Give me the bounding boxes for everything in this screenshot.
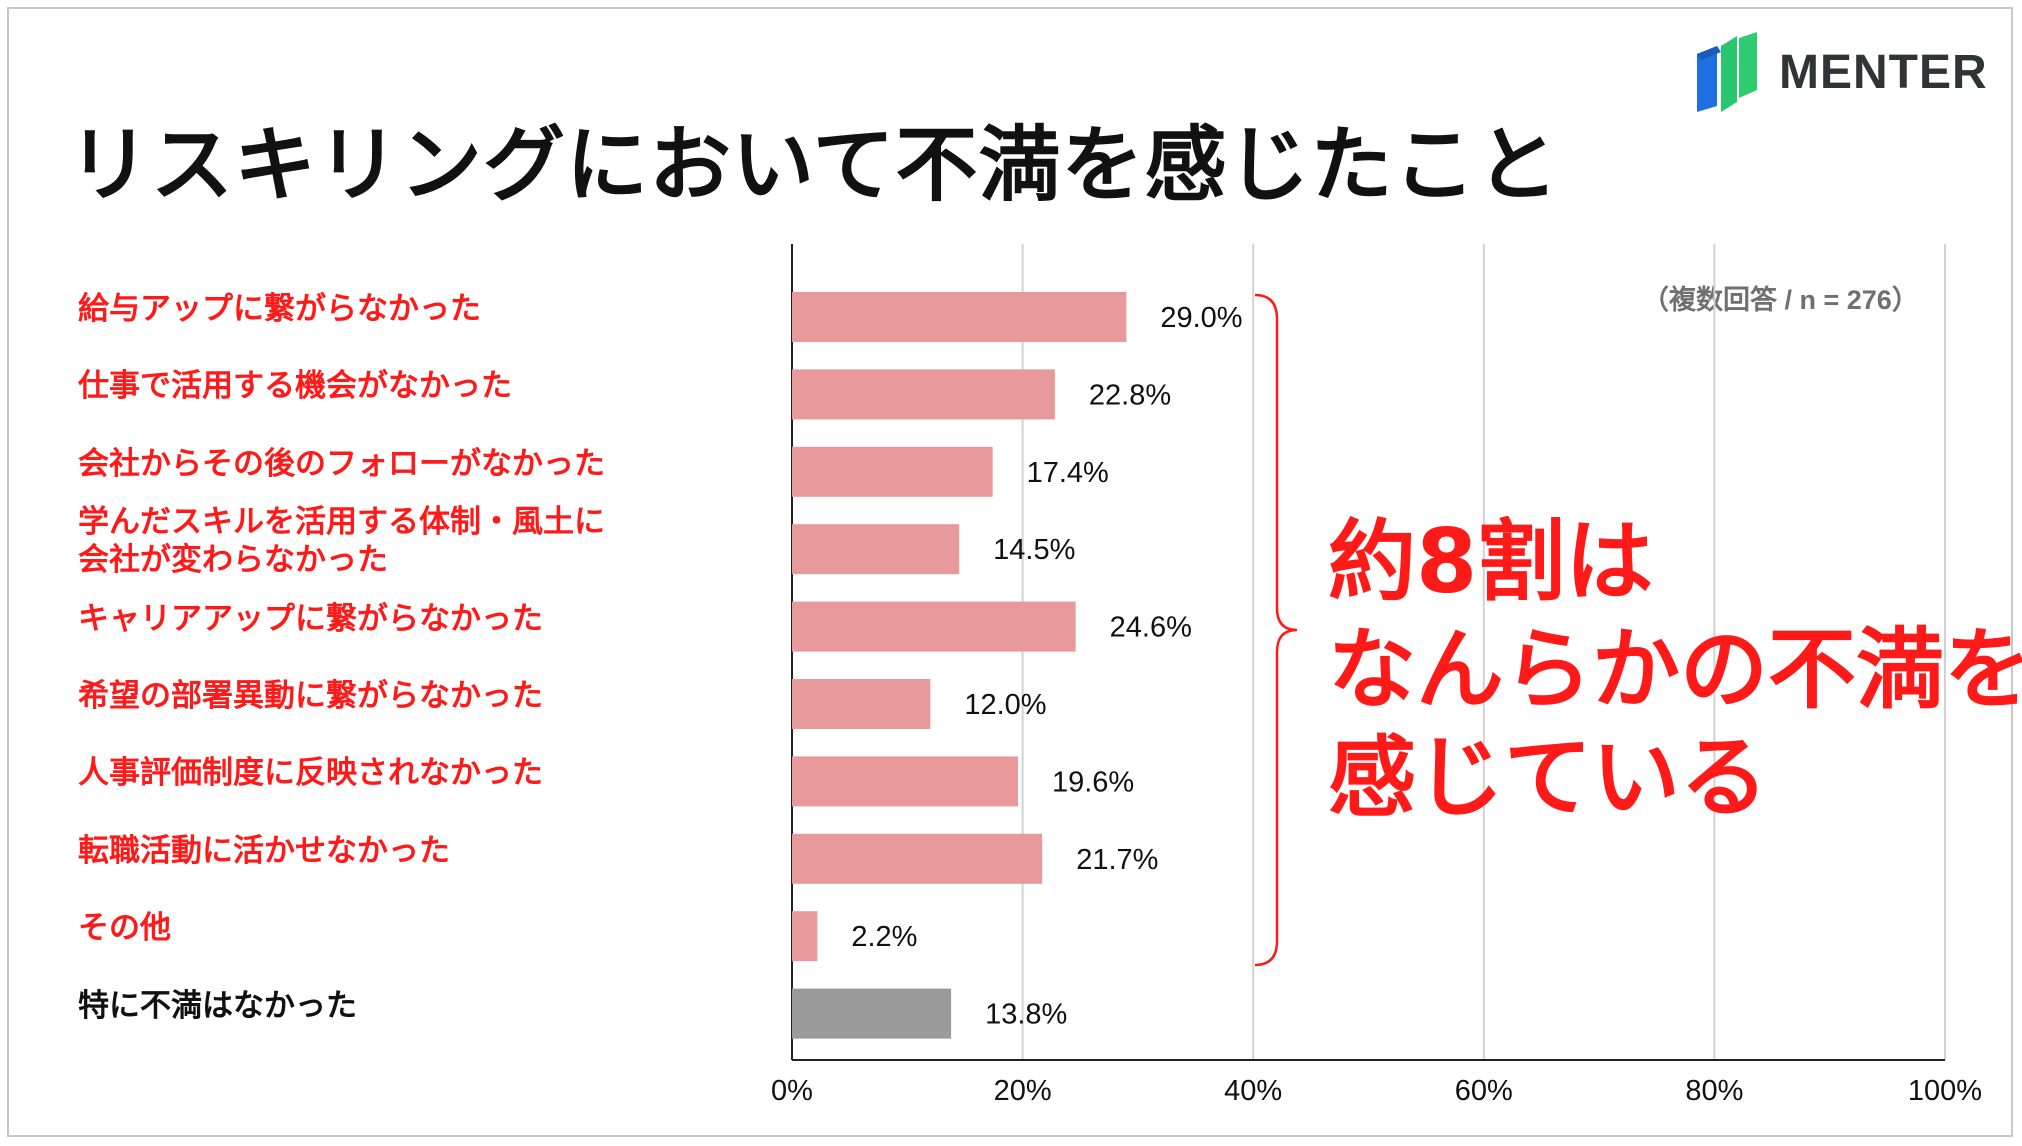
callout-line: なんらかの不満を — [1328, 618, 2022, 721]
callout-text: 約8割は なんらかの不満を 感じている — [1328, 508, 2022, 832]
category-label: 特に不満はなかった — [78, 987, 357, 1025]
x-tick-label: 60% — [1455, 1075, 1513, 1107]
bar — [792, 446, 993, 497]
category-label: 仕事で活用する機会がなかった — [78, 367, 512, 405]
data-label: 17.4% — [1027, 457, 1109, 489]
curly-brace — [1254, 293, 1298, 967]
brand-logo: MENTER — [1695, 32, 1988, 112]
x-tick-label: 0% — [771, 1075, 813, 1107]
category-label-line: キャリアアップに繋がらなかった — [78, 600, 543, 637]
category-label: 学んだスキルを活用する体制・風土に 会社が変わらなかった — [78, 503, 605, 579]
data-label: 21.7% — [1076, 844, 1158, 876]
category-label-line: 会社からその後のフォローがなかった — [78, 445, 605, 482]
x-tick-label: 80% — [1685, 1075, 1743, 1107]
category-label: その他 — [78, 909, 171, 947]
x-tick-label: 100% — [1908, 1075, 1982, 1107]
bar — [792, 524, 960, 575]
bar — [792, 601, 1076, 652]
category-label-line: 特に不満はなかった — [78, 987, 357, 1024]
callout-line: 約8割は — [1328, 510, 1654, 613]
category-label-line: 仕事で活用する機会がなかった — [78, 368, 512, 405]
slide-frame — [7, 7, 2013, 1137]
category-label-line: その他 — [78, 910, 171, 947]
x-tick-label: 20% — [994, 1075, 1052, 1107]
menter-logo-icon — [1697, 32, 1757, 112]
category-label-line: 希望の部署異動に繋がらなかった — [78, 678, 543, 714]
category-label: キャリアアップに繋がらなかった — [78, 600, 543, 638]
callout-line: 感じている — [1328, 726, 1769, 829]
bar — [792, 833, 1043, 884]
bar — [792, 911, 818, 962]
sample-note: （複数回答 / n = 276） — [1642, 285, 1919, 315]
x-tick-label: 40% — [1224, 1075, 1282, 1107]
bar — [792, 369, 1055, 420]
category-label: 転職活動に活かせなかった — [78, 832, 450, 870]
data-label: 2.2% — [851, 921, 917, 953]
data-label: 19.6% — [1052, 766, 1134, 798]
category-label: 希望の部署異動に繋がらなかった — [78, 677, 543, 715]
category-label: 給与アップに繋がらなかった — [78, 290, 481, 328]
data-label: 24.6% — [1110, 612, 1192, 644]
category-label: 人事評価制度に反映されなかった — [78, 754, 543, 792]
category-label-line: 会社が変わらなかった — [78, 542, 388, 579]
category-label-line: 給与アップに繋がらなかった — [78, 291, 481, 327]
logo-text: MENTER — [1779, 45, 1988, 99]
data-label: 29.0% — [1160, 302, 1242, 334]
bar — [792, 679, 931, 729]
category-label-line: 人事評価制度に反映されなかった — [78, 755, 543, 792]
category-label: 会社からその後のフォローがなかった — [78, 445, 605, 483]
bar — [792, 756, 1018, 807]
data-label: 14.5% — [993, 534, 1075, 566]
data-label: 12.0% — [964, 689, 1046, 721]
category-label-line: 転職活動に活かせなかった — [78, 832, 450, 869]
page-title: リスキリングにおいて不満を感じたこと — [68, 118, 1560, 213]
category-label-line: 学んだスキルを活用する体制・風土に — [78, 504, 605, 541]
bar — [792, 988, 952, 1039]
data-label: 22.8% — [1089, 379, 1171, 411]
bar — [792, 292, 1127, 342]
data-label: 13.8% — [985, 999, 1067, 1031]
